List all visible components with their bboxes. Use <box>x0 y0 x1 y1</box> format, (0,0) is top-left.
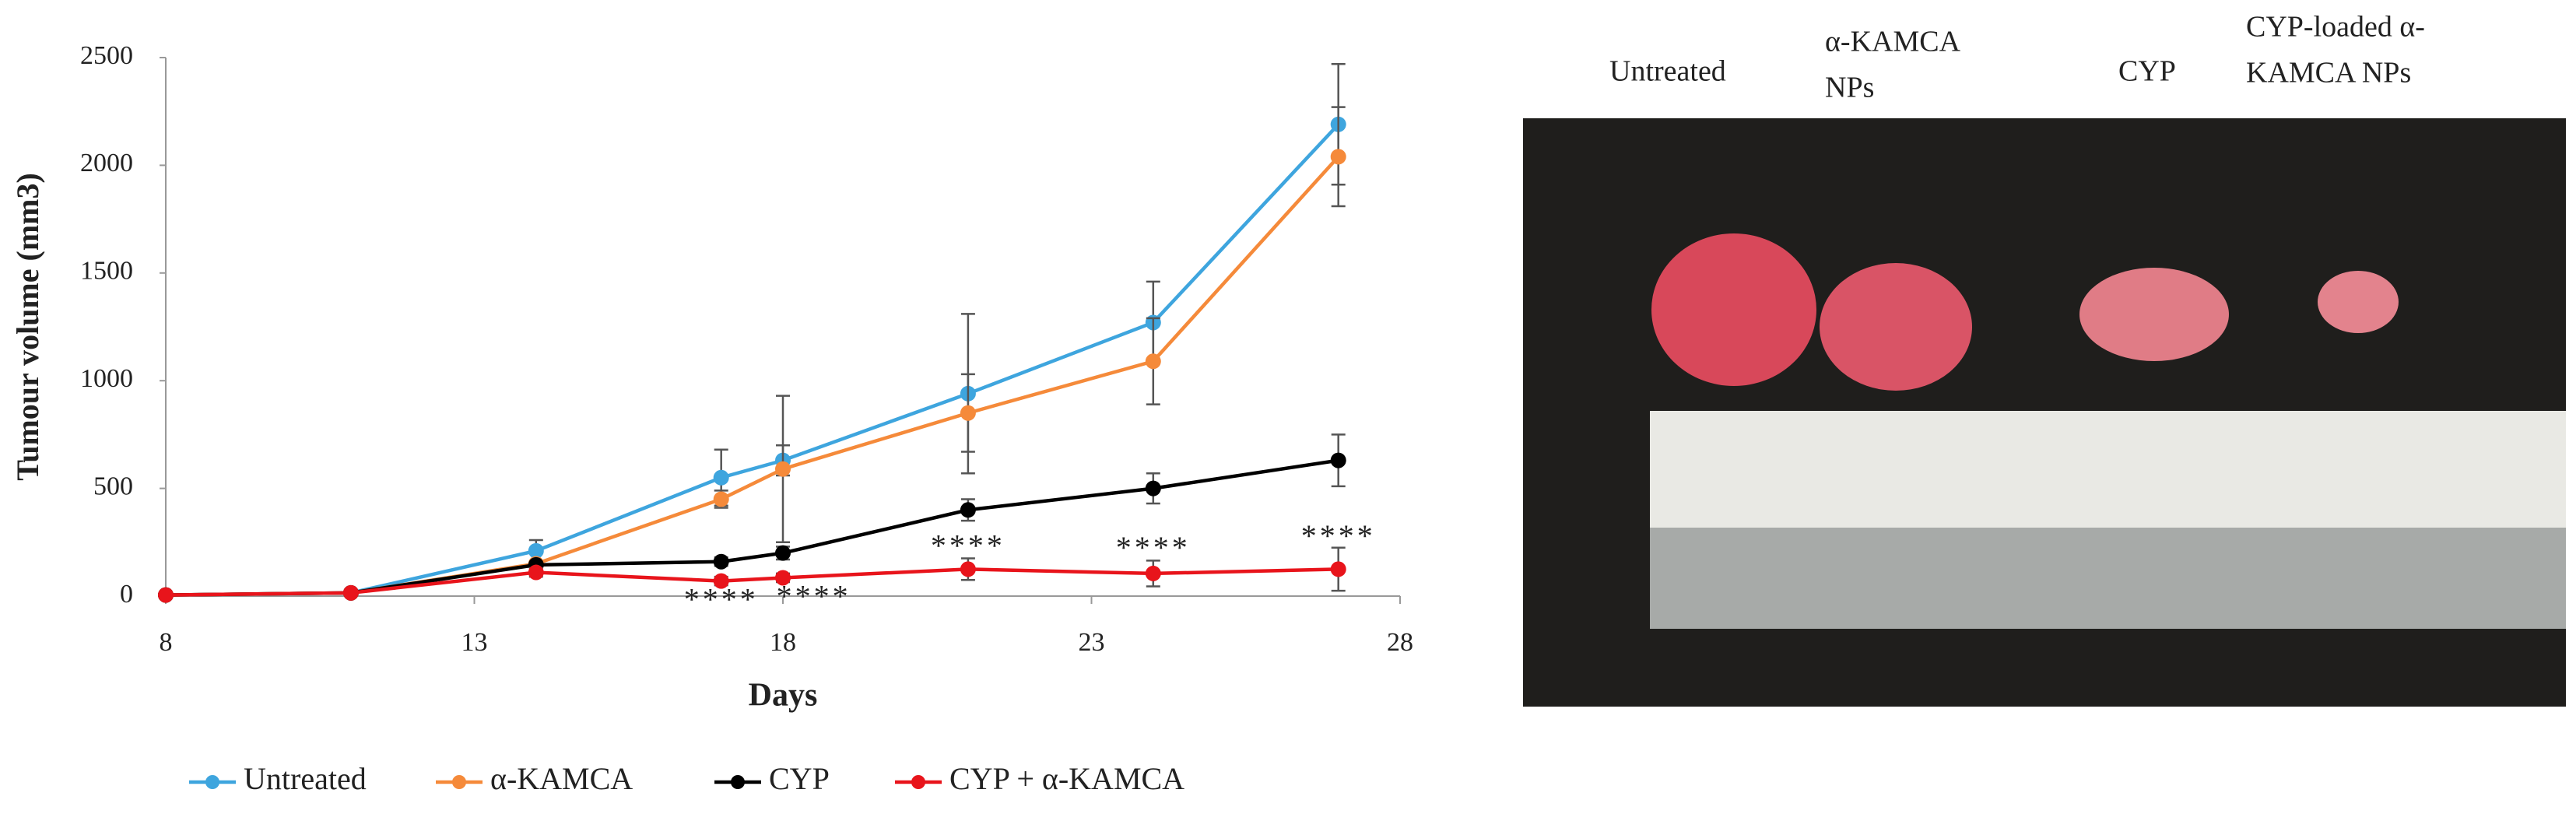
marker <box>342 584 359 601</box>
marker <box>960 405 976 421</box>
photo <box>1523 118 2566 707</box>
tumour <box>2079 268 2229 361</box>
marker <box>713 469 729 486</box>
y-tick-label: 1500 <box>80 257 133 286</box>
annotation: **** <box>777 578 851 613</box>
photo-label: α-KAMCA <box>1825 26 1961 58</box>
y-axis-label: Tumour volume (mm3) <box>10 173 45 481</box>
x-tick-label: 28 <box>1387 628 1413 657</box>
marker <box>960 502 976 518</box>
tumour <box>1820 263 1972 391</box>
annotation: **** <box>1116 530 1191 565</box>
series <box>158 433 1346 603</box>
legend-item: α-KAMCA <box>436 761 633 796</box>
photo-label: NPs <box>1825 72 1874 104</box>
ruler <box>1650 411 2566 528</box>
y-tick-label: 500 <box>93 472 133 500</box>
legend-item: CYP + α-KAMCA <box>895 761 1184 796</box>
marker <box>713 491 729 507</box>
legend-label: Untreated <box>244 761 367 796</box>
series <box>158 546 1346 603</box>
x-axis-label: Days <box>749 678 818 714</box>
legend-marker <box>731 775 745 789</box>
tumour <box>2318 271 2399 333</box>
y-tick-label: 2500 <box>80 41 133 70</box>
photo-label: CYP <box>2118 55 2176 88</box>
photo-label: KAMCA NPs <box>2246 57 2411 89</box>
annotation: **** <box>931 528 1005 563</box>
y-tick-label: 1000 <box>80 364 133 393</box>
legend-item: CYP <box>714 761 830 796</box>
x-tick-label: 18 <box>770 628 796 657</box>
legend-marker <box>911 775 925 789</box>
y-tick-label: 2000 <box>80 149 133 177</box>
marker <box>775 545 791 561</box>
series-line <box>165 567 1339 597</box>
legend-label: CYP + α-KAMCA <box>949 761 1184 796</box>
marker <box>713 573 729 589</box>
marker <box>1330 149 1346 165</box>
series <box>158 63 1346 603</box>
annotation: **** <box>684 581 759 616</box>
marker <box>1330 452 1346 468</box>
legend-marker <box>452 775 466 789</box>
tumour <box>1651 233 1816 386</box>
marker <box>1145 353 1161 370</box>
annotation: **** <box>1301 518 1376 553</box>
legend-label: CYP <box>769 761 830 796</box>
legend-marker <box>205 775 219 789</box>
marker <box>528 564 544 581</box>
marker <box>775 570 791 586</box>
x-tick-label: 8 <box>160 628 173 657</box>
x-tick-label: 13 <box>462 628 488 657</box>
x-tick-label: 23 <box>1079 628 1105 657</box>
ruler <box>1650 528 2566 629</box>
marker <box>775 461 791 477</box>
marker <box>1145 480 1161 496</box>
series <box>158 106 1346 603</box>
photo-label: Untreated <box>1609 55 1726 88</box>
series-line <box>165 123 1340 597</box>
photo-label: CYP-loaded α- <box>2246 11 2425 44</box>
marker <box>713 553 729 570</box>
marker <box>158 587 174 603</box>
marker <box>1330 561 1346 577</box>
legend-label: α-KAMCA <box>490 761 633 796</box>
marker <box>528 542 544 559</box>
marker <box>960 561 976 577</box>
legend-item: Untreated <box>189 761 367 796</box>
y-tick-label: 0 <box>120 580 133 609</box>
marker <box>1145 565 1161 581</box>
